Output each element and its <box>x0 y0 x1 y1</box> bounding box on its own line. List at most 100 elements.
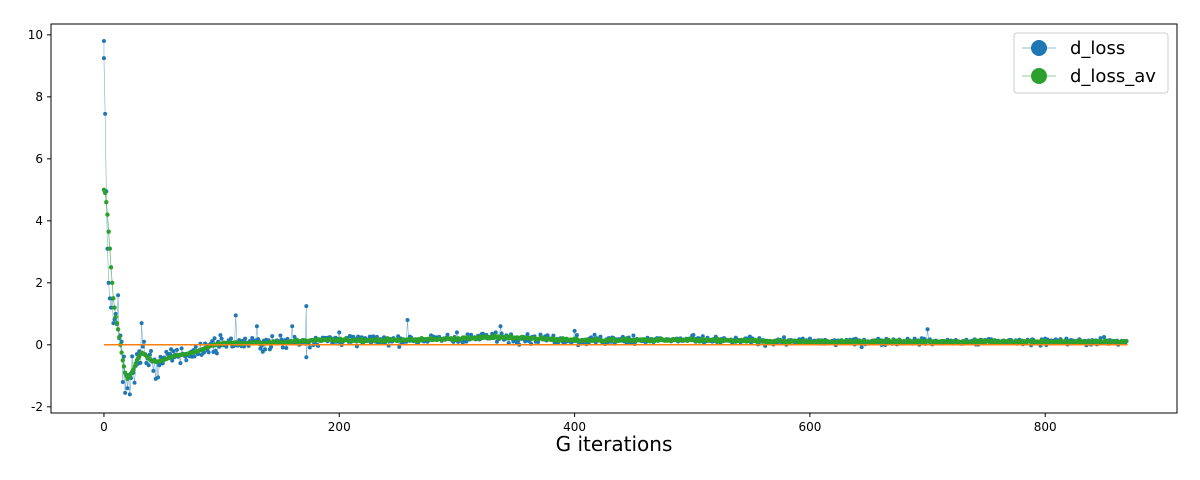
point-d_loss <box>125 386 130 391</box>
point-d_loss <box>782 335 787 340</box>
point-d_loss <box>525 332 530 337</box>
point-d_loss_av <box>102 190 108 196</box>
point-d_loss_av <box>106 229 111 234</box>
point-d_loss <box>101 39 106 44</box>
point-d_loss <box>206 350 211 355</box>
point-d_loss <box>139 321 144 326</box>
point-d_loss <box>116 293 121 298</box>
point-d_loss <box>229 336 234 341</box>
point-d_loss <box>480 331 485 336</box>
point-d_loss <box>103 111 108 116</box>
point-d_loss <box>337 330 342 335</box>
point-d_loss <box>212 336 217 341</box>
point-d_loss_av <box>105 212 110 217</box>
point-d_loss <box>210 339 215 344</box>
y-tick-label: 8 <box>35 90 43 104</box>
point-d_loss <box>179 346 184 351</box>
point-d_loss <box>925 327 930 332</box>
point-d_loss <box>278 333 283 338</box>
point-d_loss <box>280 345 285 350</box>
y-tick-label: 0 <box>35 338 43 352</box>
point-d_loss <box>170 358 175 363</box>
point-d_loss_av <box>113 314 118 320</box>
point-d_loss <box>192 354 197 359</box>
legend-label-d_loss: d_loss <box>1070 38 1125 59</box>
point-d_loss_av <box>114 320 120 326</box>
point-d_loss <box>219 336 224 341</box>
point-d_loss <box>224 344 229 349</box>
series-line-d_loss_av <box>103 189 1127 380</box>
point-d_loss <box>574 333 579 338</box>
point-d_loss <box>498 324 503 329</box>
legend: d_loss d_loss_av <box>1013 32 1169 94</box>
x-tick-label: 400 <box>563 420 586 434</box>
point-d_loss_av <box>107 246 113 251</box>
point-d_loss_av <box>1124 338 1129 344</box>
point-d_loss <box>494 339 499 344</box>
point-d_loss_av <box>119 350 124 355</box>
point-d_loss <box>572 328 577 333</box>
point-d_loss <box>270 334 275 339</box>
x-tick-label: 600 <box>798 420 821 434</box>
legend-label-d_loss_av: d_loss_av <box>1070 66 1156 87</box>
point-d_loss <box>201 350 206 355</box>
point-d_loss_av <box>121 364 127 369</box>
point-d_loss <box>178 361 183 366</box>
x-tick-label: 0 <box>100 420 108 434</box>
x-axis-label: G iterations <box>556 432 673 456</box>
point-d_loss <box>146 363 151 368</box>
point-d_loss_av <box>109 280 115 286</box>
point-d_loss <box>1102 335 1107 340</box>
point-d_loss <box>184 358 189 363</box>
point-d_loss <box>859 345 864 350</box>
point-d_loss <box>140 344 145 349</box>
point-d_loss <box>263 347 268 352</box>
point-d_loss <box>254 324 259 329</box>
point-d_loss <box>445 332 450 337</box>
point-d_loss <box>304 304 309 309</box>
point-d_loss_av <box>104 200 109 205</box>
point-d_loss <box>106 280 111 285</box>
point-d_loss <box>151 368 156 373</box>
point-d_loss <box>691 332 696 337</box>
x-tick-label: 200 <box>328 420 351 434</box>
point-d_loss_av <box>111 296 116 301</box>
point-d_loss <box>371 334 376 339</box>
x-tick-label: 800 <box>1034 420 1057 434</box>
legend-marker-d_loss <box>1031 40 1047 56</box>
point-d_loss <box>233 313 238 318</box>
point-d_loss_av <box>115 327 121 332</box>
point-d_loss <box>171 349 176 354</box>
y-tick-label: 6 <box>35 152 43 166</box>
point-d_loss <box>304 355 309 360</box>
point-d_loss <box>545 333 550 338</box>
point-d_loss <box>218 333 223 338</box>
plot-frame <box>50 23 1178 414</box>
point-d_loss <box>214 351 219 356</box>
y-tick-label: 2 <box>35 276 43 290</box>
point-d_loss <box>149 349 154 354</box>
point-d_loss_av <box>112 305 117 310</box>
point-d_loss <box>130 354 135 359</box>
point-d_loss <box>460 340 465 345</box>
point-d_loss <box>109 305 114 310</box>
legend-marker-d_loss_av <box>1031 68 1047 84</box>
point-d_loss <box>292 334 297 339</box>
point-d_loss <box>284 345 289 350</box>
point-d_loss <box>156 375 161 380</box>
point-d_loss <box>290 324 295 329</box>
point-d_loss <box>269 345 274 350</box>
point-d_loss <box>138 360 143 365</box>
point-d_loss <box>120 380 125 385</box>
point-d_loss <box>243 336 248 341</box>
y-tick-label: 10 <box>28 28 43 42</box>
point-d_loss <box>111 321 116 326</box>
point-d_loss <box>158 354 163 359</box>
point-d_loss_av <box>108 265 114 270</box>
point-d_loss <box>631 333 636 338</box>
point-d_loss <box>132 380 137 385</box>
point-d_loss <box>405 318 410 323</box>
point-d_loss <box>258 346 263 351</box>
point-d_loss <box>141 339 146 344</box>
